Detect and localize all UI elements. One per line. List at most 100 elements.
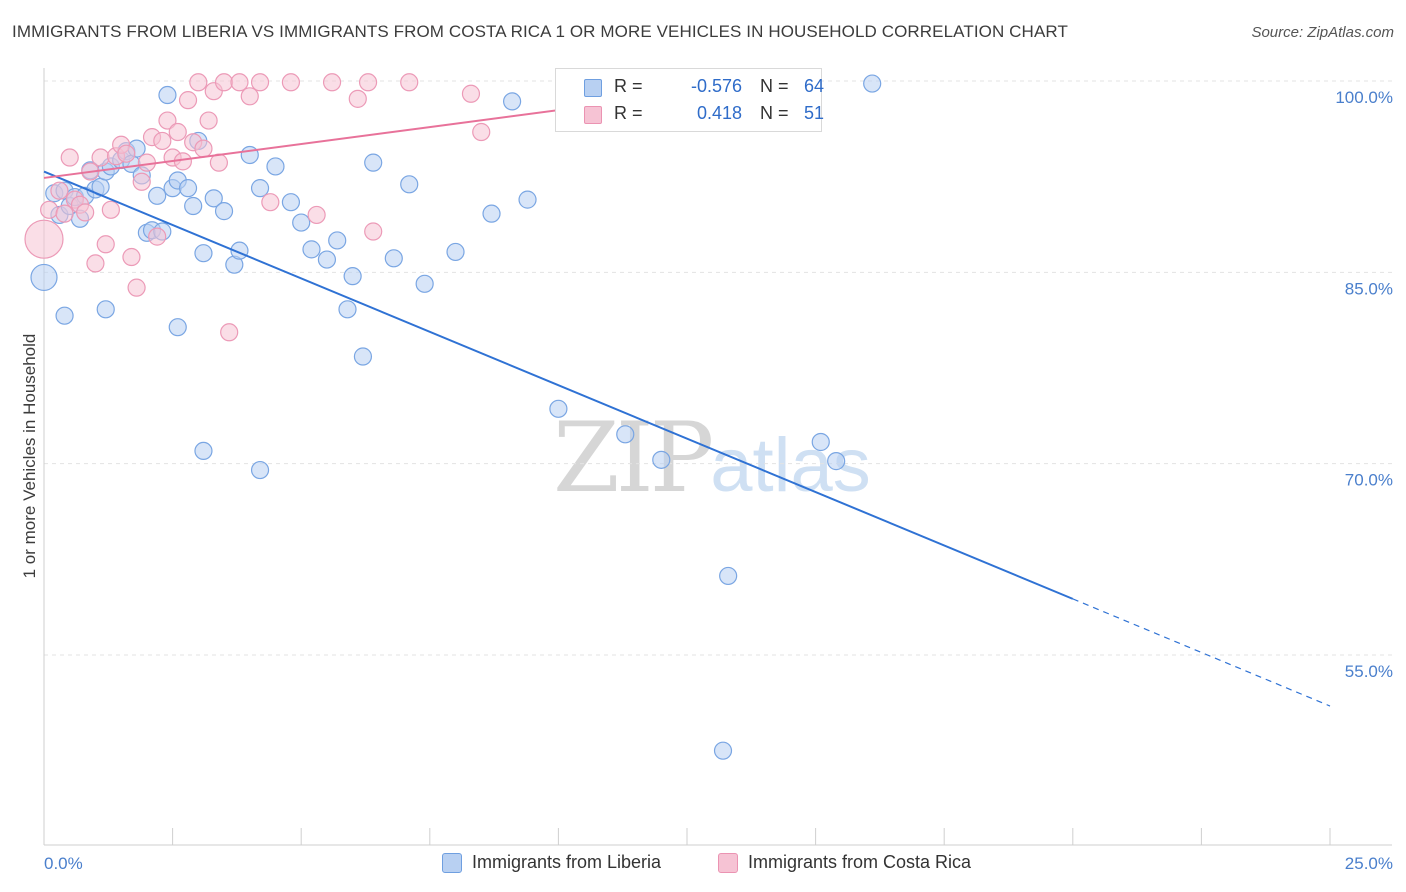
costa-rica-point <box>281 73 301 92</box>
legend-n-label: N = <box>760 76 789 96</box>
watermark-zip: ZIP <box>553 402 714 514</box>
liberia-point <box>719 566 738 586</box>
costa-rica-legend-swatch <box>718 853 738 873</box>
costa-rica-point <box>55 204 74 223</box>
liberia-point <box>194 441 213 461</box>
costa-rica-point <box>122 247 141 267</box>
costa-rica-point <box>189 73 208 92</box>
legend-n-value: 51 <box>803 103 824 123</box>
liberia-point <box>250 179 270 198</box>
costa-rica-point <box>230 73 249 92</box>
costa-rica-point <box>358 73 378 92</box>
costa-rica-point <box>91 148 110 167</box>
liberia-point <box>518 190 537 209</box>
liberia-point <box>616 425 635 444</box>
liberia-point <box>194 244 213 263</box>
costa-rica-point <box>86 254 105 273</box>
costa-rica-point <box>60 148 79 167</box>
y-tick-label: 55.0% <box>1345 662 1393 681</box>
liberia-point <box>338 300 357 319</box>
legend-r-value: 0.418 <box>696 103 742 123</box>
costa-rica-point <box>132 172 151 191</box>
liberia-point <box>317 250 337 269</box>
costa-rica-point <box>101 200 120 219</box>
costa-rica-point <box>400 73 419 92</box>
costa-rica-point <box>178 91 198 110</box>
liberia-point <box>30 263 58 292</box>
costa-rica-point <box>199 111 218 130</box>
liberia-point <box>811 432 830 452</box>
costa-rica-point <box>96 235 115 254</box>
legend-r-label: R = <box>614 76 643 96</box>
liberia-trend-line <box>43 170 1074 600</box>
costa-rica-point <box>214 73 234 92</box>
costa-rica-swatch <box>584 106 602 124</box>
liberia-point <box>652 450 671 469</box>
liberia-point <box>549 399 568 418</box>
liberia-point <box>168 318 187 337</box>
costa-rica-point <box>240 87 259 106</box>
costa-rica-point <box>117 144 136 163</box>
x-tick-label: 25.0% <box>1345 854 1393 873</box>
costa-rica-point <box>158 111 177 130</box>
legend-r-label: R = <box>614 103 643 123</box>
liberia-legend-swatch <box>442 853 462 873</box>
liberia-point <box>713 741 733 760</box>
costa-rica-point <box>50 181 69 200</box>
costa-rica-point <box>194 139 213 158</box>
legend-n-value: 64 <box>803 76 824 96</box>
y-tick-label: 70.0% <box>1345 471 1393 490</box>
liberia-trend-extension <box>1072 598 1331 707</box>
costa-rica-point <box>472 122 491 142</box>
liberia-point <box>384 249 403 268</box>
liberia-point <box>148 186 167 205</box>
costa-rica-point <box>148 227 167 246</box>
liberia-point <box>482 204 501 223</box>
liberia-point <box>158 85 177 105</box>
liberia-point <box>353 347 373 366</box>
costa-rica-point <box>220 323 239 342</box>
costa-rica-legend-label: Immigrants from Costa Rica <box>748 852 972 872</box>
source-label: Source: ZipAtlas.com <box>1251 24 1394 41</box>
costa-rica-point <box>127 278 146 297</box>
liberia-point <box>503 92 522 111</box>
costa-rica-point <box>153 131 172 151</box>
liberia-point <box>827 452 846 471</box>
liberia-point <box>281 193 301 212</box>
costa-rica-point <box>168 122 187 142</box>
costa-rica-point <box>40 200 59 219</box>
liberia-point <box>292 213 311 232</box>
costa-rica-point <box>364 222 383 241</box>
costa-rica-point <box>322 73 342 92</box>
liberia-point <box>266 157 285 176</box>
liberia-point <box>204 189 223 208</box>
liberia-point <box>55 306 74 325</box>
y-tick-label: 100.0% <box>1335 88 1393 107</box>
costa-rica-point <box>76 203 95 222</box>
costa-rica-point <box>250 73 270 92</box>
liberia-point <box>328 231 347 250</box>
chart-title: IMMIGRANTS FROM LIBERIA VS IMMIGRANTS FR… <box>12 22 1068 41</box>
costa-rica-point <box>24 219 64 259</box>
correlation-legend: R = -0.576 N = 64 R = 0.418 N = 51 <box>555 68 824 132</box>
liberia-swatch <box>584 79 602 97</box>
liberia-point <box>240 145 259 165</box>
legend-r-value: -0.576 <box>690 76 742 96</box>
liberia-point <box>214 202 234 221</box>
y-tick-label: 85.0% <box>1345 279 1393 298</box>
x-tick-label: 0.0% <box>44 854 83 873</box>
liberia-legend-label: Immigrants from Liberia <box>472 852 662 872</box>
liberia-point <box>863 74 882 93</box>
liberia-point <box>400 175 419 194</box>
liberia-point <box>343 267 362 286</box>
costa-rica-point <box>348 89 367 108</box>
liberia-point <box>302 240 321 259</box>
costa-rica-point <box>261 193 280 212</box>
liberia-point <box>415 274 434 293</box>
costa-rica-point <box>307 205 326 225</box>
liberia-point <box>96 300 115 319</box>
liberia-point <box>178 179 198 198</box>
liberia-point <box>364 153 383 172</box>
costa-rica-point <box>461 84 481 103</box>
